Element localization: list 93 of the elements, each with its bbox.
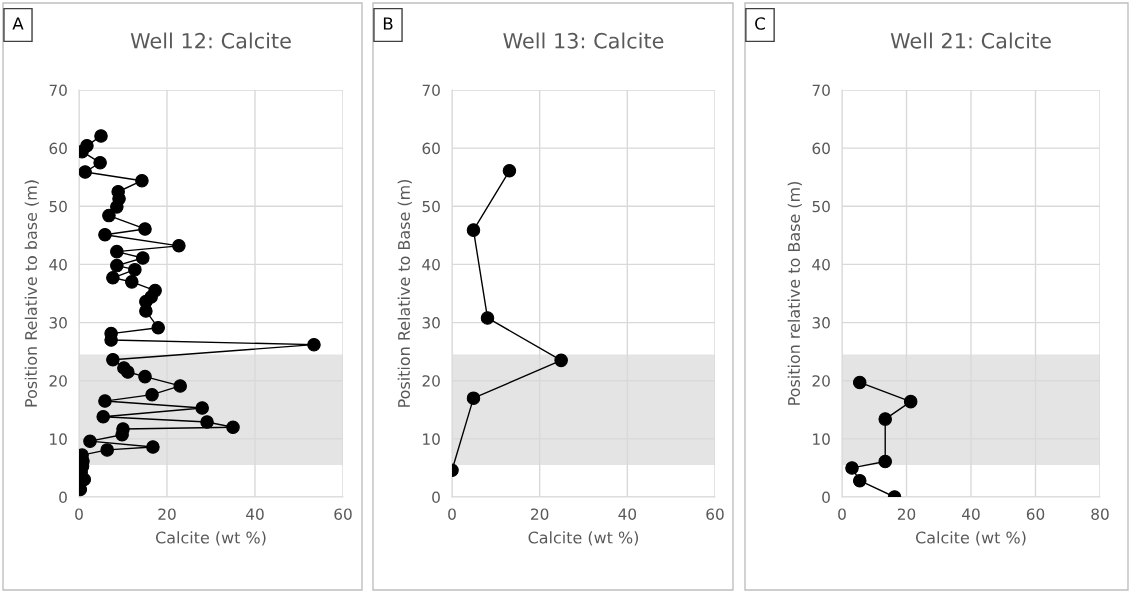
text: C [755, 17, 765, 30]
y-tick-label: 60 [812, 142, 830, 155]
y-tick-label: 70 [422, 84, 440, 97]
point [466, 391, 481, 405]
text: B [383, 17, 393, 30]
point [110, 200, 124, 214]
point [195, 401, 209, 415]
chart-title: Well 21: Calcite [890, 32, 1051, 49]
point [98, 394, 112, 408]
point [226, 420, 240, 434]
x-tick-label: 20 [158, 508, 176, 520]
x-tick-label: 0 [448, 508, 456, 520]
point [106, 271, 120, 285]
y-tick-label: 10 [813, 433, 830, 445]
y-tick-label: 70 [49, 84, 67, 97]
point [106, 353, 120, 367]
point [903, 394, 918, 409]
y-axis-title: Position Relative to base (m) [24, 180, 39, 407]
x-axis-title: Calcite (wt %) [528, 531, 639, 546]
point [93, 155, 107, 170]
point [554, 353, 568, 368]
x-tick-label: 0 [75, 508, 83, 520]
point [139, 304, 153, 318]
y-tick-label: 50 [422, 200, 440, 213]
y-tick-label: 0 [59, 491, 67, 504]
point [173, 379, 187, 393]
x-tick-label: 40 [962, 508, 980, 520]
y-tick-label: 30 [422, 317, 440, 329]
point [145, 387, 159, 402]
y-tick-label: 10 [423, 433, 440, 445]
point [125, 275, 139, 289]
y-tick-label: 60 [49, 142, 67, 155]
y-tick-label: 20 [422, 375, 440, 387]
x-tick-label: 40 [246, 508, 264, 520]
y-tick-label: 0 [432, 491, 440, 504]
y-tick-label: 20 [49, 375, 67, 387]
point [878, 412, 892, 426]
y-tick-label: 10 [50, 433, 67, 445]
point [307, 337, 321, 352]
point [136, 251, 150, 265]
y-tick-label: 0 [822, 491, 830, 504]
y-axis-title: Position Relative to Base (m) [397, 179, 412, 407]
y-tick-label: 20 [812, 375, 830, 387]
point [502, 164, 517, 178]
point [146, 440, 160, 454]
y-tick-label: 60 [422, 142, 440, 155]
point [852, 375, 867, 390]
point [200, 415, 214, 429]
y-tick-label: 70 [812, 84, 830, 97]
point [83, 434, 97, 448]
x-tick-label: 60 [1026, 508, 1045, 520]
point [110, 244, 124, 259]
point [172, 239, 186, 253]
point [138, 369, 152, 384]
x-tick-label: 60 [706, 508, 724, 520]
point [79, 165, 92, 179]
y-tick-label: 30 [49, 317, 67, 329]
point [135, 173, 149, 188]
point [878, 454, 892, 469]
point [96, 409, 110, 424]
y-tick-label: 50 [812, 200, 830, 213]
x-tick-label: 20 [531, 508, 549, 520]
point [79, 472, 92, 487]
x-tick-label: 20 [897, 508, 916, 520]
y-axis-title: Position relative to Base (m) [787, 182, 802, 405]
y-tick-label: 40 [422, 258, 440, 271]
x-axis-title: Calcite (wt %) [915, 531, 1026, 546]
y-tick-label: 50 [49, 200, 67, 213]
point [480, 311, 495, 325]
point [845, 461, 859, 475]
x-tick-label: 40 [618, 508, 637, 520]
point [110, 258, 124, 273]
chart-title: Well 12: Calcite [130, 32, 291, 49]
y-tick-label: 40 [49, 258, 67, 271]
point [151, 321, 165, 335]
point [466, 223, 481, 237]
text: A [12, 17, 24, 30]
point [121, 365, 135, 379]
x-tick-label: 80 [1091, 508, 1109, 520]
point [98, 228, 112, 242]
point [128, 262, 142, 277]
point [138, 222, 152, 236]
x-tick-label: 0 [838, 508, 846, 520]
chart-title: Well 13: Calcite [503, 32, 664, 49]
point [102, 208, 116, 223]
y-tick-label: 30 [812, 317, 830, 329]
point [115, 428, 129, 442]
x-axis-title: Calcite (wt %) [155, 531, 266, 546]
point [100, 443, 114, 457]
point [852, 473, 867, 488]
y-tick-label: 40 [812, 258, 830, 271]
point [94, 129, 108, 143]
x-tick-label: 60 [334, 508, 352, 520]
